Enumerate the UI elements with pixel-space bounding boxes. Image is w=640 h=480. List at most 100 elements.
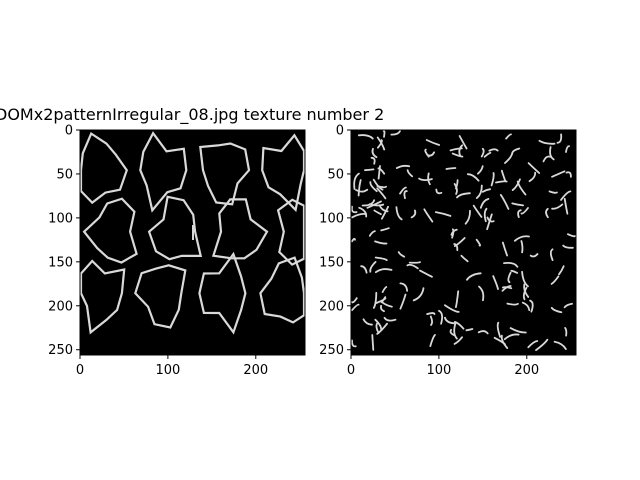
texture-stroke [465, 328, 474, 332]
texture-stroke [500, 334, 509, 349]
texture-stroke [477, 165, 484, 175]
texture-stroke [501, 285, 512, 292]
texture-stroke [381, 205, 389, 220]
texture-stroke [505, 133, 512, 140]
texture-stroke [464, 209, 471, 225]
texture-stroke [478, 285, 485, 302]
texture-stroke [377, 167, 386, 175]
texture-stroke [563, 302, 573, 309]
x-tick-label: 200 [514, 363, 539, 378]
texture-stroke [403, 190, 408, 200]
figure-title: DOMx2patternIrregular_08.jpg texture num… [0, 105, 385, 124]
texture-stroke [374, 268, 393, 274]
texture-stroke [369, 261, 377, 273]
texture-stroke [399, 293, 407, 310]
texture-stroke [426, 312, 436, 315]
texture-stroke [453, 322, 458, 340]
texture-stroke [503, 333, 520, 341]
right-x-ticks: 0 100 200 [347, 355, 539, 378]
texture-stroke [374, 318, 383, 330]
texture-stroke [399, 282, 408, 292]
texture-stroke [364, 168, 375, 172]
texture-stroke [351, 303, 360, 312]
texture-stroke [501, 169, 507, 183]
texture-stroke [418, 177, 433, 181]
texture-stroke [79, 259, 126, 335]
texture-stroke [370, 156, 376, 165]
y-tick-label: 150 [48, 255, 73, 270]
texture-stroke [486, 213, 493, 231]
texture-stroke [522, 286, 528, 301]
texture-stroke [211, 198, 269, 260]
texture-stroke [509, 327, 527, 334]
texture-stroke [565, 171, 572, 178]
texture-stroke [380, 305, 385, 313]
texture-stroke [475, 184, 483, 199]
y-tick-label: 250 [48, 343, 73, 358]
texture-stroke [429, 315, 433, 326]
texture-stroke [545, 207, 549, 219]
texture-stroke [511, 147, 521, 155]
texture-stroke [381, 286, 388, 293]
texture-stroke [408, 261, 421, 264]
panel-right: 0 100 200 0 50 100 150 200 250 [319, 124, 577, 378]
texture-stroke [410, 209, 417, 219]
texture-stroke [449, 147, 463, 152]
texture-stroke [550, 275, 560, 285]
x-tick-label: 100 [426, 363, 451, 378]
texture-stroke [495, 180, 508, 184]
texture-stroke [358, 206, 368, 218]
texture-stroke [368, 230, 376, 237]
texture-stroke [357, 179, 362, 197]
texture-stroke [520, 240, 524, 254]
left-y-ticks: 0 50 100 150 200 250 [48, 124, 80, 358]
x-tick-label: 0 [76, 363, 84, 378]
right-y-ticks: 0 50 100 150 200 250 [319, 124, 351, 358]
texture-stroke [490, 172, 495, 187]
right-image [351, 130, 576, 355]
texture-stroke [444, 316, 455, 325]
texture-stroke [549, 248, 554, 261]
texture-stroke [453, 237, 466, 247]
left-x-ticks: 0 100 200 [76, 355, 268, 378]
texture-stroke [521, 301, 531, 311]
texture-stroke [460, 254, 469, 263]
texture-stroke [453, 183, 458, 195]
texture-stroke [528, 171, 537, 183]
texture-stroke [458, 144, 464, 157]
texture-stroke [429, 334, 436, 347]
texture-stroke [480, 147, 485, 158]
texture-stroke [483, 207, 488, 223]
texture-stroke [504, 153, 513, 164]
texture-stroke [454, 321, 465, 330]
texture-stroke [449, 328, 456, 337]
y-tick-label: 150 [319, 255, 344, 270]
texture-stroke [511, 202, 524, 207]
texture-stroke [523, 283, 530, 298]
texture-stroke [513, 235, 530, 242]
texture-stroke [382, 129, 386, 138]
texture-stroke [558, 265, 565, 276]
texture-stroke [351, 297, 358, 304]
y-tick-label: 200 [48, 299, 73, 314]
left-texture-strokes [79, 131, 306, 335]
texture-stroke [375, 322, 380, 334]
y-tick-label: 50 [56, 167, 73, 182]
texture-stroke [510, 269, 519, 274]
texture-stroke [483, 151, 492, 158]
texture-stroke [445, 167, 457, 170]
texture-stroke [435, 188, 443, 195]
texture-stroke [456, 192, 471, 199]
texture-stroke [565, 145, 570, 153]
texture-stroke [492, 275, 499, 290]
texture-stroke [383, 316, 397, 322]
texture-stroke [390, 130, 401, 136]
texture-stroke [406, 169, 414, 178]
texture-stroke [567, 233, 576, 238]
texture-stroke [380, 227, 390, 232]
texture-stroke [556, 133, 563, 144]
texture-stroke [453, 243, 459, 252]
texture-stroke [360, 265, 368, 274]
